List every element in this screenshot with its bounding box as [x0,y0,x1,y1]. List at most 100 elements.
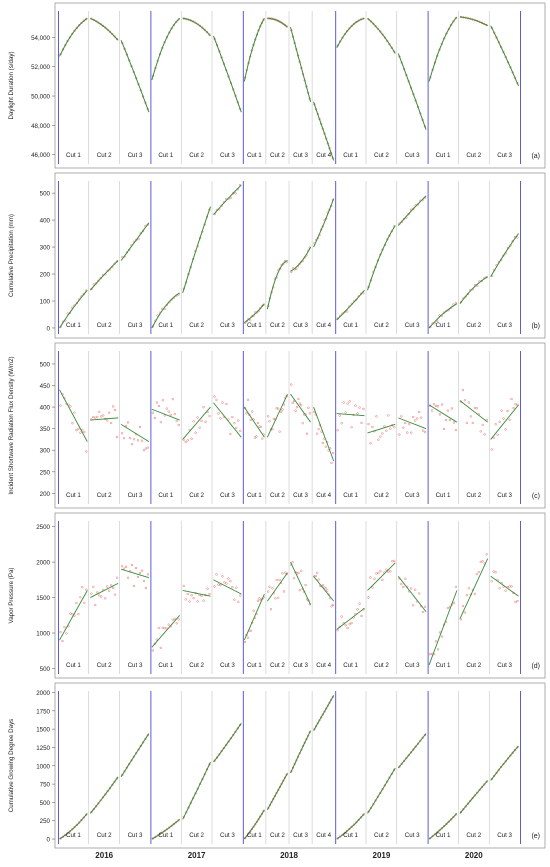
data-point [233,422,236,425]
data-point [475,573,478,576]
data-point [454,428,458,432]
trend-lines [59,558,519,666]
cut-label: Cut 1 [158,832,173,839]
y-tick-label: 300 [40,245,51,252]
data-point [269,608,273,611]
data-point [190,437,193,440]
data-point [63,626,66,629]
data-point [201,26,204,29]
data-point [469,799,472,802]
data-point [194,431,197,434]
data-point [490,448,493,451]
y-tick-label: 2500 [36,524,50,531]
y-tick-label: 2000 [36,560,50,567]
data-point [440,635,444,638]
trend-line [120,423,150,442]
data-point [419,739,422,742]
data-point [346,626,349,630]
data-point [352,22,356,25]
trend-line [213,402,242,438]
data-point [341,833,344,836]
cut-label: Cut 3 [497,492,512,499]
data-point [165,407,168,410]
data-point [258,425,261,428]
cut-label: Cut 1 [436,662,451,669]
data-point [471,421,474,425]
y-tick-label: 50,000 [31,94,50,101]
y-tick-label: 1000 [36,631,50,638]
data-point [282,590,286,593]
data-point [391,560,394,563]
data-point [348,27,351,30]
data-point [400,762,403,765]
data-point [115,435,119,439]
data-point [418,410,421,414]
cut-label: Cut 2 [270,152,285,159]
data-point [418,592,421,595]
data-point [71,422,74,425]
data-point [92,808,95,811]
data-point [140,569,144,572]
data-point [78,24,81,27]
cut-label: Cut 3 [405,492,420,499]
data-point [358,406,361,409]
trend-line [266,772,288,810]
data-point [473,592,476,596]
y-axis-label: Daylight Duration (s/day) [8,51,15,119]
data-point [69,612,72,615]
data-point [69,405,72,408]
data-point [278,578,281,582]
data-point [246,636,250,639]
data-point [231,586,234,589]
data-point [237,419,240,422]
trend-line [313,695,335,731]
data-point [464,805,467,808]
data-point [346,310,349,313]
data-point [124,565,128,569]
cut-label: Cut 3 [497,662,512,669]
trend-line [213,184,242,216]
cut-label: Cut 3 [293,492,308,499]
data-point [253,436,257,439]
cut-label: Cut 3 [497,832,512,839]
data-point [398,765,401,768]
y-tick-label: 350 [40,426,51,433]
data-point [481,560,484,563]
data-points [59,695,519,840]
data-point [205,30,209,34]
data-point [61,835,65,838]
data-point [217,583,220,586]
cut-label: Cut 2 [466,832,481,839]
y-tick-label: 52,000 [31,64,50,71]
cut-label: Cut 1 [436,832,451,839]
y-tick-label: 54,000 [31,35,50,42]
data-point [321,584,325,587]
data-point [175,821,178,824]
data-point [485,780,488,783]
trend-line [397,195,427,226]
data-point [90,287,93,291]
data-point [239,594,242,597]
data-point [249,629,252,632]
data-point [356,608,359,611]
trend-line [313,198,335,248]
data-point [284,571,287,574]
data-point [344,411,347,414]
trend-line [336,607,365,630]
data-point [454,813,457,816]
cut-label: Cut 1 [436,152,451,159]
data-point [423,431,427,434]
y-tick-label: 400 [40,218,51,225]
data-point [239,429,242,432]
trend-line [290,26,312,103]
data-point [393,426,396,429]
trend-line [151,408,180,421]
data-point [96,415,99,419]
data-point [104,26,107,29]
trend-line [336,289,365,321]
data-point [222,746,226,750]
data-point [188,600,191,603]
cut-label: Cut 2 [374,152,389,159]
data-point [452,421,456,424]
data-point [128,437,132,440]
